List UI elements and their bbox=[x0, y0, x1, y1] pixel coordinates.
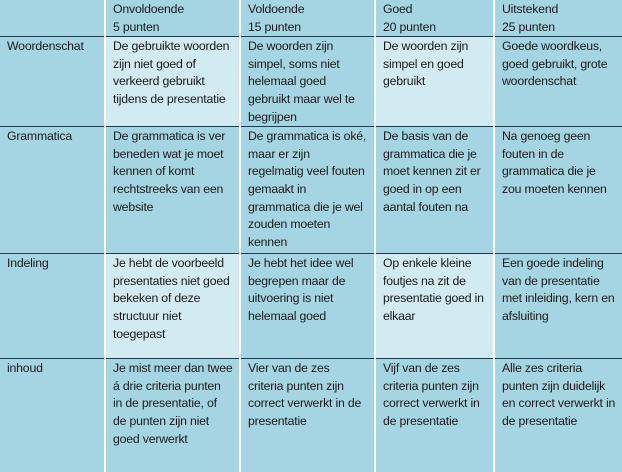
level-name: Goed bbox=[383, 2, 413, 16]
rubric-cell: Goede woordkeus, goed gebruikt, grote wo… bbox=[493, 36, 622, 127]
rubric-cell: Alle zes criteria punten zijn duidelijk … bbox=[493, 358, 622, 472]
criterion-cell: Woordenschat bbox=[0, 36, 106, 127]
rubric-cell: De basis van de grammatica die je moet k… bbox=[374, 126, 495, 254]
rubric-cell: De woorden zijn simpel, soms niet helema… bbox=[239, 36, 376, 127]
level-name: Voldoende bbox=[248, 2, 305, 16]
table-row: Woordenschat De gebruikte woorden zijn n… bbox=[0, 36, 622, 127]
header-row: Onvoldoende 5 punten Voldoende 15 punten G… bbox=[0, 0, 622, 37]
header-voldoende: Voldoende 15 punten bbox=[239, 0, 376, 37]
rubric-cell: De grammatica is ver beneden wat je moet… bbox=[104, 126, 241, 254]
header-uitstekend: Uitstekend 25 punten bbox=[493, 0, 622, 37]
level-points: 15 punten bbox=[248, 19, 301, 34]
level-points: 25 punten bbox=[502, 19, 555, 34]
table-row: Indeling Je hebt de voorbeeld presentati… bbox=[0, 253, 622, 359]
rubric-cell: Een goede indeling van de presentatie me… bbox=[493, 253, 622, 359]
rubric-cell: De gebruikte woorden zijn niet goed of v… bbox=[104, 36, 241, 127]
header-corner bbox=[0, 0, 106, 37]
table-row: Grammatica De grammatica is ver beneden … bbox=[0, 126, 622, 254]
rubric-cell: Na genoeg geen fouten in de grammatica d… bbox=[493, 126, 622, 254]
rubric-cell: Je mist meer dan twee á drie criteria pu… bbox=[104, 358, 241, 472]
criterion-cell: Indeling bbox=[0, 253, 106, 359]
table-row: inhoud Je mist meer dan twee á drie crit… bbox=[0, 358, 622, 472]
level-points: 5 punten bbox=[113, 19, 160, 34]
criterion-cell: Grammatica bbox=[0, 126, 106, 254]
rubric-cell: De woorden zijn simpel en goed gebruikt bbox=[374, 36, 495, 127]
rubric-cell: De grammatica is oké, maar er zijn regel… bbox=[239, 126, 376, 254]
rubric-cell: Je hebt de voorbeeld presentaties niet g… bbox=[104, 253, 241, 359]
rubric-cell: Vier van de zes criteria punten zijn cor… bbox=[239, 358, 376, 472]
criterion-cell: inhoud bbox=[0, 358, 106, 472]
level-points: 20 punten bbox=[383, 19, 436, 34]
level-name: Uitstekend bbox=[502, 2, 559, 16]
header-onvoldoende: Onvoldoende 5 punten bbox=[104, 0, 241, 37]
header-goed: Goed 20 punten bbox=[374, 0, 495, 37]
rubric-cell: Je hebt het idee wel begrepen maar de ui… bbox=[239, 253, 376, 359]
level-name: Onvoldoende bbox=[113, 2, 184, 16]
rubric-cell: Vijf van de zes criteria punten zijn cor… bbox=[374, 358, 495, 472]
rubric-cell: Op enkele kleine foutjes na zit de prese… bbox=[374, 253, 495, 359]
